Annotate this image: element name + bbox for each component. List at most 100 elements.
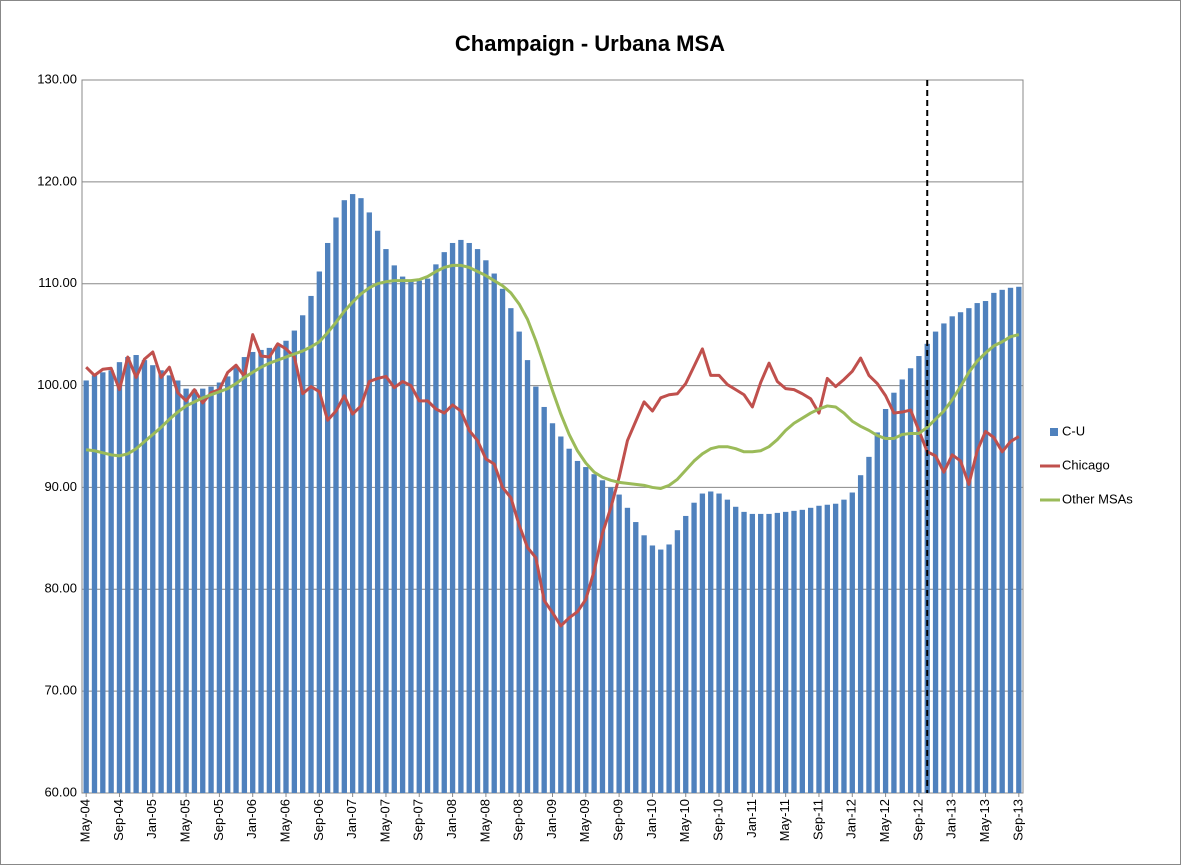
bar: [991, 292, 997, 793]
bar: [583, 467, 589, 793]
bar: [266, 347, 273, 793]
bar: [849, 492, 855, 793]
bar: [1007, 287, 1014, 793]
bar: [733, 506, 739, 793]
y-tick-label: 100.00: [37, 377, 77, 392]
bar: [891, 392, 897, 793]
bar: [574, 460, 581, 793]
bar: [133, 355, 139, 793]
line: [85, 333, 1020, 628]
bar: [166, 375, 173, 793]
y-tick-label: 80.00: [44, 581, 77, 596]
chart-title: Champaign - Urbana MSA: [455, 31, 725, 56]
bar: [791, 510, 797, 793]
y-tick-label: 70.00: [44, 683, 77, 698]
bar: [832, 503, 839, 793]
x-tick-label: Sep-08: [511, 799, 526, 841]
bar: [857, 475, 864, 793]
bar: [966, 308, 972, 793]
bar: [358, 198, 364, 793]
x-tick-label: May-09: [577, 799, 592, 842]
x-tick-label: Sep-07: [411, 799, 426, 841]
bar: [316, 271, 322, 793]
bar: [250, 351, 256, 793]
bar: [874, 432, 880, 793]
x-tick-label: May-08: [477, 799, 492, 842]
y-tick-label: 110.00: [38, 275, 77, 290]
bar: [766, 513, 772, 793]
bar: [949, 316, 955, 793]
bar: [924, 343, 930, 793]
x-tick-label: Jan-11: [744, 799, 759, 838]
bar: [100, 372, 106, 793]
bar: [275, 344, 281, 793]
bar: [483, 260, 489, 794]
x-tick-label: Jan-07: [344, 799, 359, 839]
x-tick-label: Sep-10: [710, 799, 725, 841]
bar: [666, 544, 672, 793]
bar: [799, 509, 805, 793]
bar: [907, 368, 914, 793]
bar: [366, 212, 372, 793]
x-tick-label: Sep-09: [611, 799, 626, 841]
bar: [508, 308, 514, 793]
bar: [183, 388, 189, 793]
bar: [241, 357, 248, 793]
x-tick-label: May-04: [78, 799, 93, 842]
bar: [449, 242, 456, 793]
bar: [341, 200, 347, 794]
bar: [91, 375, 98, 793]
legend-swatch: [1050, 428, 1058, 436]
bar: [216, 382, 223, 793]
bar: [982, 301, 989, 793]
y-tick-label: 60.00: [44, 784, 77, 799]
bar: [466, 242, 472, 793]
bar: [200, 388, 206, 793]
bar: [624, 507, 631, 793]
bar: [491, 273, 497, 793]
bar: [349, 194, 356, 793]
bar: [1016, 286, 1022, 793]
bar: [324, 242, 331, 793]
legend-label: C-U: [1062, 423, 1085, 438]
bar: [816, 505, 822, 793]
line: [85, 263, 1020, 490]
legend-label: Other MSAs: [1062, 491, 1133, 506]
bar: [225, 376, 231, 793]
bar: [783, 511, 789, 793]
bar: [649, 545, 656, 793]
bar: [108, 370, 114, 793]
bar: [474, 249, 481, 793]
bar: [683, 515, 689, 793]
bar: [932, 331, 939, 793]
x-tick-label: Jan-05: [144, 799, 159, 839]
x-tick-label: Sep-06: [311, 799, 326, 841]
bar: [516, 331, 522, 793]
y-tick-label: 130.00: [37, 71, 77, 86]
bar: [116, 362, 123, 793]
bar: [716, 493, 722, 793]
bar: [191, 389, 198, 793]
x-tick-label: May-13: [977, 799, 992, 842]
x-tick-label: May-12: [877, 799, 892, 842]
bar: [616, 494, 622, 793]
x-tick-label: May-10: [677, 799, 692, 842]
x-tick-label: May-06: [277, 799, 292, 842]
bar: [974, 303, 980, 793]
x-tick-label: Jan-06: [244, 799, 259, 839]
x-tick-label: Sep-04: [111, 799, 126, 841]
bar: [499, 288, 506, 793]
bar: [724, 499, 731, 793]
x-tick-label: Jan-13: [944, 799, 959, 839]
bar: [633, 522, 639, 793]
bar: [441, 252, 447, 794]
bar: [957, 312, 964, 793]
bar: [824, 504, 830, 793]
bar: [258, 349, 264, 793]
bar: [741, 511, 747, 793]
bar: [882, 408, 889, 793]
bar: [141, 360, 148, 793]
bar: [608, 487, 614, 793]
bar: [300, 315, 306, 793]
